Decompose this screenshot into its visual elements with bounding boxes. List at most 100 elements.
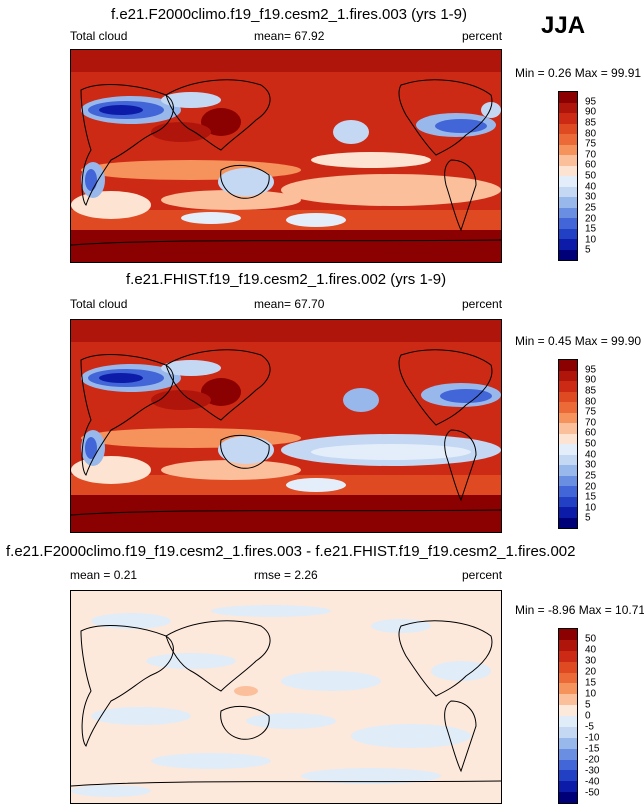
panel2-tick: 90 bbox=[585, 374, 597, 386]
panel3-rmse-label: rmse = 2.26 bbox=[254, 568, 318, 582]
panel3-tick: -10 bbox=[585, 732, 600, 744]
colorbar-swatch bbox=[559, 218, 577, 229]
panel1-tick: 40 bbox=[585, 181, 597, 193]
panel3-tick: 10 bbox=[585, 688, 597, 700]
colorbar-swatch bbox=[559, 792, 577, 803]
panel3-tick: -30 bbox=[585, 765, 600, 777]
panel1-tick: 90 bbox=[585, 106, 597, 118]
panel1-tick: 70 bbox=[585, 149, 597, 161]
panel1-tick: 95 bbox=[585, 96, 597, 108]
colorbar-swatch bbox=[559, 197, 577, 208]
panel3-tick: -20 bbox=[585, 754, 600, 766]
panel3-map bbox=[70, 590, 502, 804]
colorbar-swatch bbox=[559, 239, 577, 250]
colorbar-swatch bbox=[559, 360, 577, 371]
panel3-units-label: percent bbox=[462, 568, 503, 582]
colorbar-swatch bbox=[559, 123, 577, 134]
panel2-units-label: percent bbox=[462, 297, 503, 311]
panel2-tick: 85 bbox=[585, 385, 597, 397]
colorbar-swatch bbox=[559, 672, 577, 684]
colorbar-swatch bbox=[559, 465, 577, 476]
panel3-tick: -15 bbox=[585, 743, 600, 755]
panel3-tick: -40 bbox=[585, 776, 600, 788]
panel3-mean-label: mean = 0.21 bbox=[70, 568, 138, 582]
colorbar-swatch bbox=[559, 650, 577, 662]
panel1-map-field bbox=[71, 50, 501, 262]
colorbar-swatch bbox=[559, 716, 577, 727]
colorbar-swatch bbox=[559, 402, 577, 413]
panel2-tick: 10 bbox=[585, 502, 597, 514]
panel1-tick: 20 bbox=[585, 213, 597, 224]
colorbar-swatch bbox=[559, 639, 577, 651]
panel2-tick: 30 bbox=[585, 459, 597, 471]
panel1-tick: 85 bbox=[585, 117, 597, 129]
colorbar-swatch bbox=[559, 155, 577, 166]
panel1-mean-label: mean= 67.92 bbox=[254, 29, 325, 43]
panel1-tick: 5 bbox=[585, 244, 591, 256]
panel2-variable-label: Total cloud bbox=[70, 297, 128, 311]
panel2-tick: 70 bbox=[585, 417, 597, 429]
panel1-tick: 80 bbox=[585, 128, 597, 139]
colorbar-swatch bbox=[559, 381, 577, 392]
colorbar-swatch bbox=[559, 486, 577, 497]
colorbar-swatch bbox=[559, 683, 577, 695]
panel1-tick: 10 bbox=[585, 234, 597, 246]
panel2-title: f.e21.FHIST.f19_f19.cesm2_1.fires.002 (y… bbox=[126, 271, 447, 288]
panel1-tick: 50 bbox=[585, 170, 597, 182]
colorbar-swatch bbox=[559, 423, 577, 434]
colorbar-swatch bbox=[559, 496, 577, 507]
colorbar-swatch bbox=[559, 102, 577, 113]
panel3-tick: 15 bbox=[585, 677, 597, 689]
colorbar-swatch bbox=[559, 507, 577, 518]
colorbar-swatch bbox=[559, 391, 577, 402]
panel2-tick: 40 bbox=[585, 449, 597, 461]
panel3-tick: 20 bbox=[585, 666, 597, 678]
panel3-tick: -50 bbox=[585, 787, 600, 799]
panel1-map bbox=[70, 49, 502, 263]
colorbar-swatch bbox=[559, 249, 577, 260]
panel3-tick: 40 bbox=[585, 644, 597, 656]
panel2-map-field bbox=[71, 320, 501, 532]
panel2-tick: 60 bbox=[585, 427, 597, 439]
panel1-units-label: percent bbox=[462, 29, 503, 43]
panel2-colorbar bbox=[558, 359, 578, 529]
panel2-tick: 80 bbox=[585, 396, 597, 407]
panel1-minmax-label: Min = 0.26 Max = 99.91 bbox=[515, 66, 642, 80]
panel2-tick: 95 bbox=[585, 364, 597, 376]
season-label: JJA bbox=[541, 12, 586, 39]
colorbar-swatch bbox=[559, 370, 577, 381]
colorbar-swatch bbox=[559, 726, 577, 738]
colorbar-swatch bbox=[559, 629, 577, 640]
colorbar-swatch bbox=[559, 475, 577, 486]
panel3-tick: 0 bbox=[585, 710, 591, 722]
panel1-tick: 75 bbox=[585, 138, 597, 150]
colorbar-swatch bbox=[559, 433, 577, 444]
panel2-tick: 5 bbox=[585, 512, 591, 524]
panel2-minmax-label: Min = 0.45 Max = 99.90 bbox=[515, 334, 642, 348]
colorbar-swatch bbox=[559, 113, 577, 124]
colorbar-swatch bbox=[559, 444, 577, 455]
panel1-title: f.e21.F2000climo.f19_f19.cesm2_1.fires.0… bbox=[111, 6, 468, 23]
colorbar-swatch bbox=[559, 92, 577, 103]
panel1-colorbar bbox=[558, 91, 578, 261]
panel3-title: f.e21.F2000climo.f19_f19.cesm2_1.fires.0… bbox=[6, 543, 576, 560]
colorbar-swatch bbox=[559, 228, 577, 239]
panel3-minmax-label: Min = -8.96 Max = 10.71 bbox=[515, 603, 644, 617]
colorbar-swatch bbox=[559, 412, 577, 423]
colorbar-swatch bbox=[559, 176, 577, 187]
colorbar-swatch bbox=[559, 770, 577, 782]
colorbar-swatch bbox=[559, 144, 577, 155]
panel2-tick: 50 bbox=[585, 438, 597, 450]
panel1-tick: 15 bbox=[585, 223, 597, 235]
panel3-colorbar bbox=[558, 628, 578, 804]
panel2-map bbox=[70, 319, 502, 533]
colorbar-swatch bbox=[559, 134, 577, 145]
colorbar-swatch bbox=[559, 517, 577, 528]
colorbar-swatch bbox=[559, 661, 577, 673]
panel2-mean-label: mean= 67.70 bbox=[254, 297, 325, 311]
colorbar-swatch bbox=[559, 705, 577, 716]
panel2-tick: 25 bbox=[585, 470, 597, 482]
panel1-variable-label: Total cloud bbox=[70, 29, 128, 43]
colorbar-swatch bbox=[559, 165, 577, 176]
panel1-tick: 30 bbox=[585, 191, 597, 203]
